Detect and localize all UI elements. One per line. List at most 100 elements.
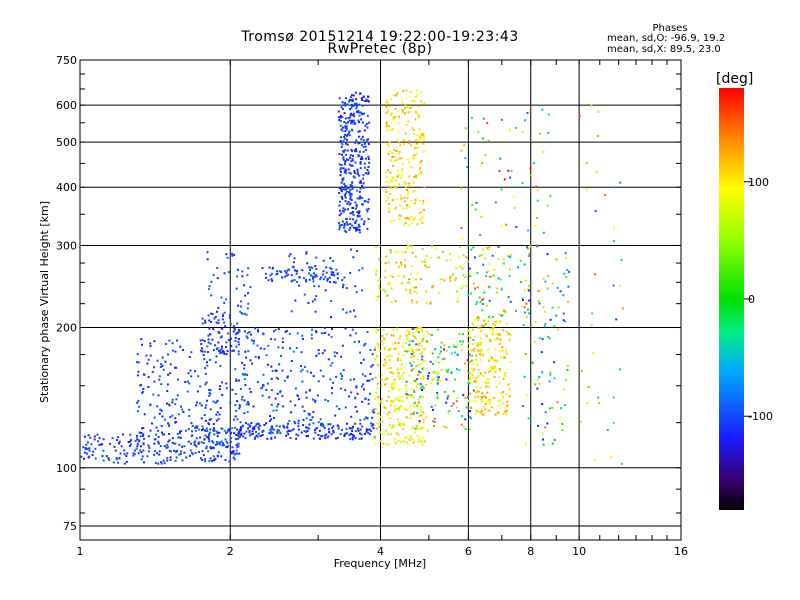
data-point xyxy=(541,108,544,111)
data-point xyxy=(238,328,241,331)
data-point xyxy=(471,322,474,325)
data-point xyxy=(417,344,420,347)
data-point xyxy=(188,409,191,411)
data-point xyxy=(400,261,403,264)
data-point xyxy=(285,434,288,437)
data-point xyxy=(408,278,411,281)
data-point xyxy=(325,266,328,269)
data-point xyxy=(522,299,524,301)
data-point xyxy=(314,399,317,402)
data-point xyxy=(133,449,136,452)
data-point xyxy=(293,420,296,423)
data-point xyxy=(414,118,417,121)
data-point xyxy=(327,400,330,402)
data-point xyxy=(145,354,148,357)
data-point xyxy=(321,273,324,276)
data-point xyxy=(388,141,391,144)
data-point xyxy=(238,436,241,439)
data-point xyxy=(465,406,468,409)
data-point xyxy=(361,267,364,270)
data-point xyxy=(219,352,222,355)
data-point xyxy=(166,402,168,405)
data-point xyxy=(422,132,425,135)
data-point xyxy=(549,371,552,374)
data-point xyxy=(142,427,145,429)
data-point xyxy=(227,339,230,341)
data-point xyxy=(277,377,280,380)
data-point xyxy=(210,312,212,315)
data-point xyxy=(486,122,489,125)
data-point xyxy=(478,255,481,258)
data-point xyxy=(257,355,260,358)
data-point xyxy=(392,381,395,384)
data-point xyxy=(548,407,551,410)
data-point xyxy=(382,337,385,340)
data-point xyxy=(273,416,276,419)
data-point xyxy=(301,405,304,408)
data-point xyxy=(351,181,354,184)
data-point xyxy=(379,421,382,424)
data-point xyxy=(312,375,315,378)
data-point xyxy=(321,352,324,355)
data-point xyxy=(365,149,367,152)
data-point xyxy=(381,373,383,376)
data-point xyxy=(499,349,502,352)
data-point xyxy=(405,330,408,333)
data-point xyxy=(147,386,150,388)
data-point xyxy=(233,432,236,435)
data-point xyxy=(335,268,338,271)
data-point xyxy=(208,388,211,391)
data-point xyxy=(314,428,316,431)
data-point xyxy=(469,406,472,409)
data-point xyxy=(338,153,341,155)
data-point xyxy=(421,385,424,388)
data-point xyxy=(116,439,118,441)
data-point xyxy=(344,149,347,152)
data-point xyxy=(206,429,209,432)
data-point xyxy=(318,437,321,440)
data-point xyxy=(394,342,397,344)
data-point xyxy=(498,376,501,379)
data-point xyxy=(385,175,388,178)
data-point xyxy=(587,386,590,389)
data-point xyxy=(201,322,204,325)
data-point xyxy=(174,350,177,353)
data-point xyxy=(391,301,393,303)
data-point xyxy=(311,416,314,419)
data-point xyxy=(393,347,396,350)
data-point xyxy=(270,437,273,440)
data-point xyxy=(388,106,391,108)
data-point xyxy=(413,290,416,293)
data-point xyxy=(461,267,464,270)
data-point xyxy=(98,444,101,447)
data-point xyxy=(334,414,337,417)
data-point xyxy=(270,377,273,380)
data-point xyxy=(403,264,406,267)
data-point xyxy=(468,330,471,333)
data-point xyxy=(415,94,418,97)
data-point xyxy=(220,455,223,458)
data-point xyxy=(351,164,354,167)
data-point xyxy=(488,409,491,412)
data-point xyxy=(341,429,344,432)
data-point xyxy=(413,154,416,157)
data-point xyxy=(482,353,485,356)
data-point xyxy=(205,445,208,448)
data-point xyxy=(330,273,333,276)
data-point xyxy=(357,211,360,214)
data-point xyxy=(464,418,467,421)
data-point xyxy=(324,276,327,279)
data-point xyxy=(346,149,349,152)
data-point xyxy=(467,294,470,297)
data-point xyxy=(402,139,405,142)
data-point xyxy=(252,426,255,429)
data-point xyxy=(182,349,185,351)
data-point xyxy=(385,171,388,174)
data-point xyxy=(405,334,408,337)
data-point xyxy=(412,441,415,444)
data-point xyxy=(381,420,384,423)
data-point xyxy=(475,303,478,306)
data-point xyxy=(408,161,411,163)
data-point xyxy=(141,427,143,430)
data-point xyxy=(358,225,361,228)
